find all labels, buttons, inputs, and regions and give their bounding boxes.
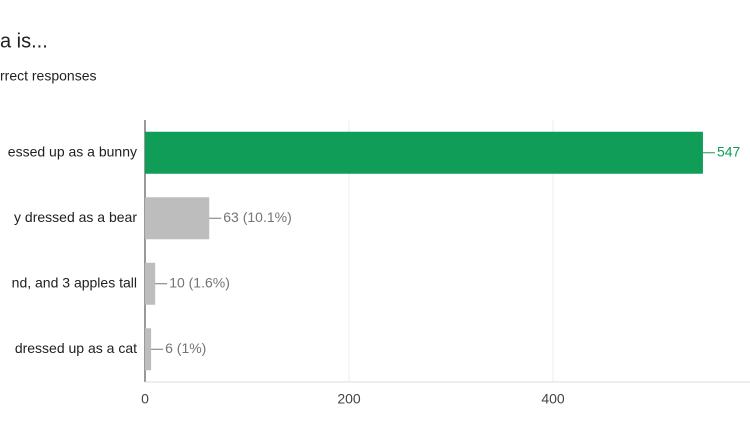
y-tick-label: nd, and 3 apples tall xyxy=(12,274,137,290)
bar xyxy=(145,262,156,305)
value-label: 63 (10.1%) xyxy=(223,209,291,225)
chart-title: a is... xyxy=(0,30,48,52)
x-tick-label: 200 xyxy=(337,391,361,407)
x-tick-label: 400 xyxy=(541,391,565,407)
bar xyxy=(145,197,210,240)
value-label: 10 (1.6%) xyxy=(169,274,230,290)
y-tick-label: dressed up as a cat xyxy=(15,340,137,356)
y-tick-label: essed up as a bunny xyxy=(8,143,137,159)
value-label: 547 xyxy=(717,143,741,159)
bar xyxy=(145,131,703,174)
value-label: 6 (1%) xyxy=(165,340,206,356)
chart-subtitle: rrect responses xyxy=(0,68,96,84)
bar xyxy=(145,328,152,371)
y-tick-label: y dressed as a bear xyxy=(14,209,137,225)
x-tick-label: 0 xyxy=(141,391,149,407)
